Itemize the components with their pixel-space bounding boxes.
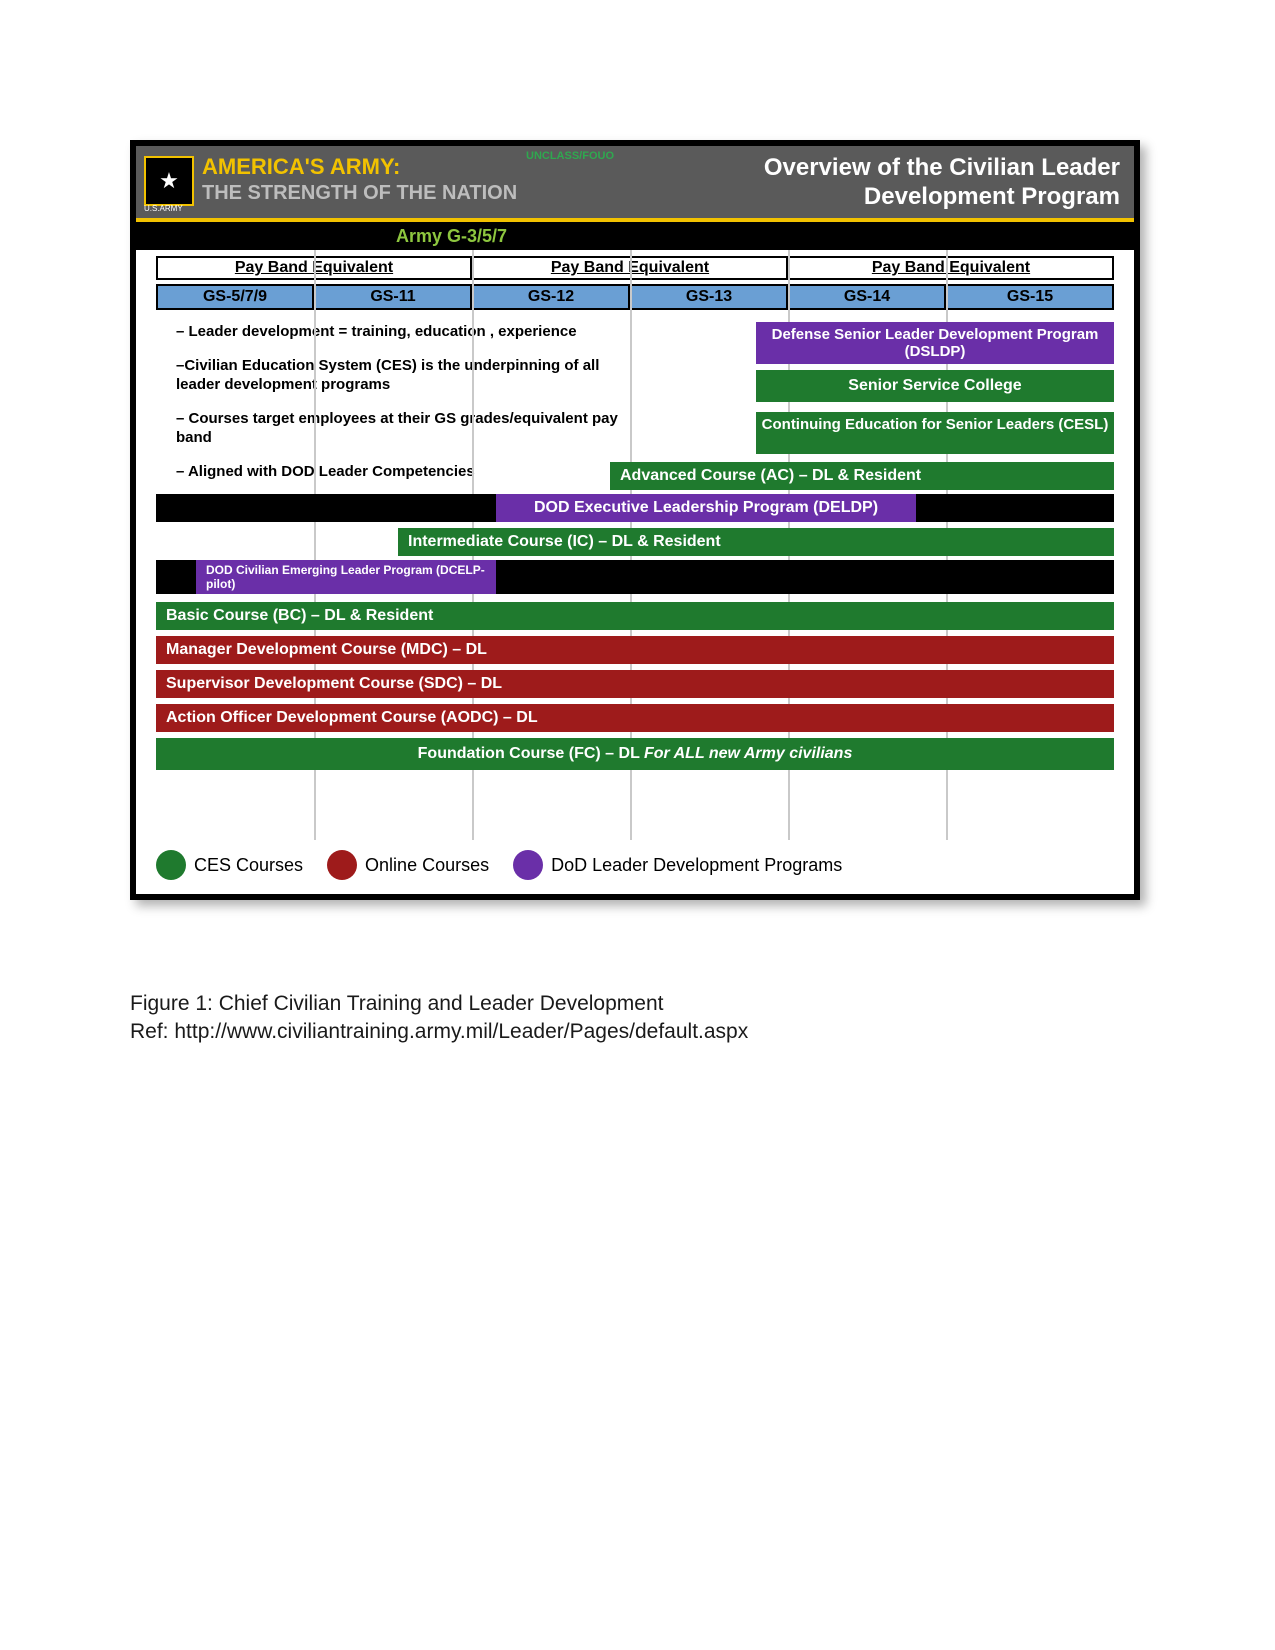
course-bar-dsldp: Defense Senior Leader Development Progra… [756,322,1114,364]
gs-grade-row: GS-5/7/9GS-11GS-12GS-13GS-14GS-15 [136,284,1134,310]
legend-label: CES Courses [194,855,303,876]
legend-dot-icon [513,850,543,880]
legend-item: Online Courses [327,850,489,880]
course-bar-aodc: Action Officer Development Course (AODC)… [156,704,1114,732]
legend: CES Courses Online Courses DoD Leader Deve… [136,840,1134,894]
caption-line1: Figure 1: Chief Civilian Training and Le… [130,990,1140,1018]
course-bar-sdc: Supervisor Development Course (SDC) – DL [156,670,1114,698]
slide: ★ U.S.ARMY AMERICA'S ARMY: THE STRENGTH … [130,140,1140,900]
army-star-icon: ★ [144,156,194,206]
header-right-title: Overview of the Civilian Leader Developm… [764,154,1120,212]
legend-dot-icon [327,850,357,880]
slide-header: ★ U.S.ARMY AMERICA'S ARMY: THE STRENGTH … [136,146,1134,222]
gs-grade-cell: GS-11 [314,284,472,310]
figure-caption: Figure 1: Chief Civilian Training and Le… [130,990,1140,1047]
header-title-line1: AMERICA'S ARMY: [202,154,400,180]
legend-item: CES Courses [156,850,303,880]
header-title-line2: THE STRENGTH OF THE NATION [202,182,517,205]
figure-wrap: ★ U.S.ARMY AMERICA'S ARMY: THE STRENGTH … [130,140,1140,1047]
gs-grade-cell: GS-15 [946,284,1114,310]
classification-marking: UNCLASS/FOUO [526,150,614,162]
legend-dot-icon [156,850,186,880]
gs-grade-cell: GS-5/7/9 [156,284,314,310]
info-bullets: – Leader development = training, educati… [176,322,636,495]
course-bar-ic: Intermediate Course (IC) – DL & Resident [398,528,1114,556]
gs-grade-cell: GS-12 [472,284,630,310]
caption-line2: Ref: http://www.civiliantraining.army.mi… [130,1018,1140,1046]
course-bar-dcelp: DOD Civilian Emerging Leader Program (DC… [196,560,496,594]
gs-grade-cell: GS-13 [630,284,788,310]
gs-grade-cell: GS-14 [788,284,946,310]
header-right-line2: Development Program [764,183,1120,212]
legend-item: DoD Leader Development Programs [513,850,842,880]
info-bullet: – Leader development = training, educati… [176,322,636,342]
info-bullet: – Aligned with DOD Leader Competencies [176,462,636,482]
header-right-line1: Overview of the Civilian Leader [764,154,1120,183]
course-bar-ac: Advanced Course (AC) – DL & Resident [610,462,1114,490]
course-bar-cesl: Continuing Education for Senior Leaders … [756,412,1114,454]
sub-header-bar: Army G-3/5/7 [136,222,1134,250]
army-logo-subtext: U.S.ARMY [144,204,183,213]
page: ★ U.S.ARMY AMERICA'S ARMY: THE STRENGTH … [0,0,1275,1650]
pay-band-header-row: Pay Band EquivalentPay Band EquivalentPa… [136,256,1134,280]
legend-label: Online Courses [365,855,489,876]
info-bullet: –Civilian Education System (CES) is the … [176,356,636,395]
course-bar-ssc: Senior Service College [756,370,1114,402]
course-bar-bc: Basic Course (BC) – DL & Resident [156,602,1114,630]
course-bar-mdc: Manager Development Course (MDC) – DL [156,636,1114,664]
pay-band-header: Pay Band Equivalent [788,256,1114,280]
course-bar-deldp: DOD Executive Leadership Program (DELDP) [496,494,916,522]
course-bar-fc: Foundation Course (FC) – DL For ALL new … [156,738,1114,770]
program-chart: Pay Band EquivalentPay Band EquivalentPa… [136,250,1134,840]
legend-label: DoD Leader Development Programs [551,855,842,876]
info-bullet: – Courses target employees at their GS g… [176,409,636,448]
